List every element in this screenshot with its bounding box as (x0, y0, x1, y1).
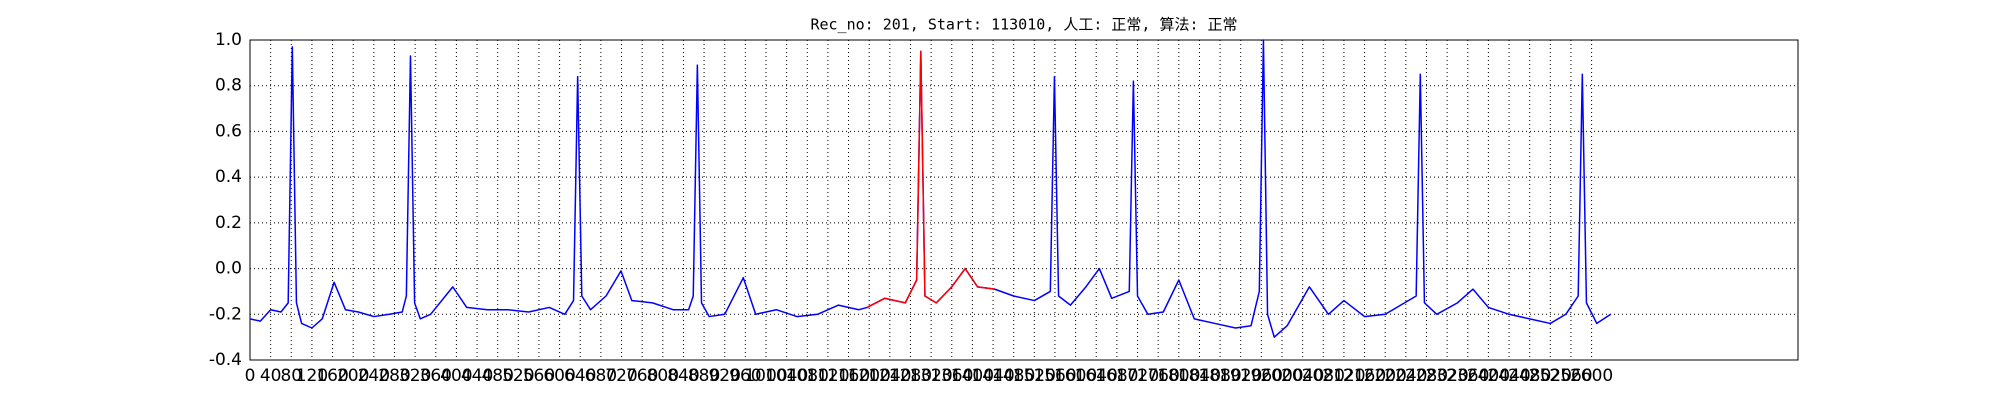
x-tick-label: 1240 (868, 366, 911, 386)
x-tick-label: 1600 (1054, 366, 1097, 386)
y-tick-label: 0.6 (215, 121, 242, 141)
x-tick-label: 720 (605, 366, 637, 386)
x-tick-label: 640 (564, 366, 596, 386)
x-tick-label: 1000 (744, 366, 787, 386)
x-tick-label: 1200 (848, 366, 891, 386)
x-tick-label: 320 (399, 366, 431, 386)
x-tick-label: 1680 (1095, 366, 1138, 386)
x-tick-label: 680 (585, 366, 617, 386)
x-tick-label: 2480 (1508, 366, 1551, 386)
x-tick-label: 1440 (971, 366, 1014, 386)
x-tick-label: 2520 (1529, 366, 1572, 386)
x-tick-label: 1760 (1137, 366, 1180, 386)
x-tick-label: 200 (337, 366, 369, 386)
x-tick-label: 1280 (889, 366, 932, 386)
x-tick-label: 880 (688, 366, 720, 386)
x-tick-label: 560 (523, 366, 555, 386)
x-tick-label: 2000 (1260, 366, 1303, 386)
x-tick-label: 800 (647, 366, 679, 386)
y-tick-label: 0.0 (215, 259, 242, 279)
x-tick-label: 920 (708, 366, 740, 386)
x-tick-label: 2320 (1425, 366, 1468, 386)
y-tick-label: 0.2 (215, 213, 242, 233)
x-tick-label: 760 (626, 366, 658, 386)
y-tick-label: 0.4 (215, 167, 242, 187)
y-tick-label: 0.8 (215, 76, 242, 96)
x-tick-label: 1480 (992, 366, 1035, 386)
x-tick-label: 1840 (1178, 366, 1221, 386)
x-tick-label: 440 (461, 366, 493, 386)
x-tick-label: 40 (260, 366, 282, 386)
x-tick-label: 2600 (1570, 366, 1613, 386)
x-tick-label: 1720 (1116, 366, 1159, 386)
x-tick-label: 120 (296, 366, 328, 386)
x-tick-label: 480 (481, 366, 513, 386)
x-tick-label: 2200 (1364, 366, 1407, 386)
x-tick-label: 2560 (1549, 366, 1592, 386)
chart-title: Rec_no: 201, Start: 113010, 人工: 正常, 算法: … (810, 16, 1237, 34)
y-tick-label: 1.0 (215, 30, 242, 50)
x-tick-label: 1040 (765, 366, 808, 386)
x-tick-label: 2240 (1384, 366, 1427, 386)
x-tick-label: 2280 (1405, 366, 1448, 386)
x-tick-label: 360 (420, 366, 452, 386)
x-tick-label: 80 (280, 366, 302, 386)
y-tick-label: -0.2 (209, 304, 242, 324)
x-tick-label: 0 (245, 366, 256, 386)
x-tick-label: 240 (358, 366, 390, 386)
x-tick-label: 1560 (1033, 366, 1076, 386)
x-tick-label: 960 (729, 366, 761, 386)
x-tick-label: 600 (543, 366, 575, 386)
x-tick-label: 1360 (930, 366, 973, 386)
x-tick-label: 280 (378, 366, 410, 386)
x-tick-label: 2440 (1487, 366, 1530, 386)
signal-line (866, 50, 995, 309)
x-tick-label: 2360 (1446, 366, 1489, 386)
x-tick-label: 1320 (909, 366, 952, 386)
x-tick-label: 2080 (1302, 366, 1345, 386)
x-tick-label: 160 (316, 366, 348, 386)
plot-frame (249, 39, 1799, 361)
x-tick-label: 1520 (1013, 366, 1056, 386)
x-tick-label: 1920 (1219, 366, 1262, 386)
x-tick-label: 840 (667, 366, 699, 386)
y-tick-label: -0.4 (209, 350, 242, 370)
x-tick-label: 2120 (1322, 366, 1365, 386)
x-tick-label: 2160 (1343, 366, 1386, 386)
signal-line (249, 39, 1612, 338)
x-tick-label: 1400 (951, 366, 994, 386)
x-tick-label: 2040 (1281, 366, 1324, 386)
x-tick-label: 1160 (827, 366, 870, 386)
x-tick-label: 520 (502, 366, 534, 386)
x-tick-label: 400 (440, 366, 472, 386)
x-tick-label: 1800 (1157, 366, 1200, 386)
x-tick-label: 1960 (1240, 366, 1283, 386)
x-tick-label: 1640 (1075, 366, 1118, 386)
x-tick-label: 1880 (1198, 366, 1241, 386)
x-tick-label: 1080 (786, 366, 829, 386)
x-tick-label: 1120 (806, 366, 849, 386)
x-tick-label: 2400 (1467, 366, 1510, 386)
